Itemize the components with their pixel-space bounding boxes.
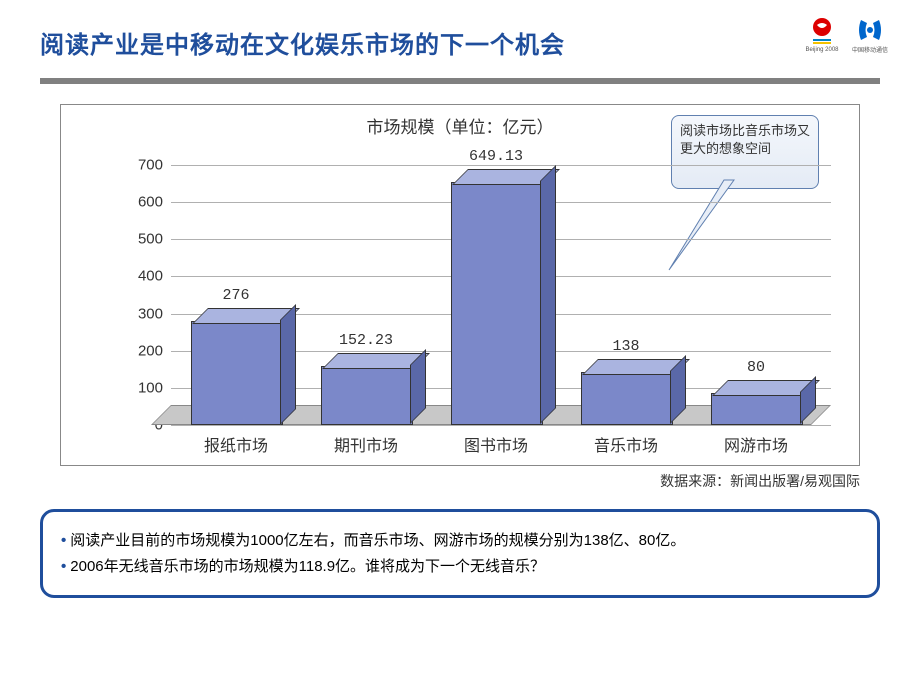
x-axis-labels: 报纸市场 期刊市场 图书市场 音乐市场 网游市场 (171, 432, 831, 457)
x-label: 音乐市场 (581, 432, 671, 456)
x-label: 报纸市场 (191, 432, 281, 456)
bar-side (540, 165, 556, 424)
bar: 649.13 (451, 184, 541, 425)
bar-front (191, 321, 283, 426)
bar: 138 (581, 374, 671, 425)
notes-box: 阅读产业目前的市场规模为1000亿左右，而音乐市场、网游市场的规模分别为138亿… (40, 509, 880, 598)
bar-value-label: 152.23 (321, 332, 411, 349)
slide-title: 阅读产业是中移动在文化娱乐市场的下一个机会 (40, 25, 880, 60)
y-tick: 600 (138, 194, 163, 211)
y-tick: 700 (138, 157, 163, 174)
logo-group: Beijing 2008 中国移动通信 (802, 12, 890, 57)
x-label: 图书市场 (451, 432, 541, 456)
y-tick: 500 (138, 231, 163, 248)
bars-group: 276 152.23 649.13 138 80 (171, 165, 831, 425)
data-source: 数据来源：新闻出版署/易观国际 (0, 471, 860, 491)
bar-front (451, 182, 543, 425)
bar-value-label: 138 (581, 338, 671, 355)
bar-side (410, 349, 426, 424)
bar-value-label: 80 (711, 359, 801, 376)
callout-text: 阅读市场比音乐市场又更大的想象空间 (680, 123, 810, 156)
bar-front (581, 372, 673, 425)
y-axis: 0100200300400500600700 (131, 165, 171, 425)
beijing-2008-logo: Beijing 2008 (802, 12, 842, 57)
bar-front (321, 366, 413, 425)
china-mobile-logo: 中国移动通信 (850, 12, 890, 57)
bar-front (711, 393, 803, 425)
bar-value-label: 649.13 (451, 148, 541, 165)
slide-header: 阅读产业是中移动在文化娱乐市场的下一个机会 Beijing 2008 中国移动通… (0, 0, 920, 70)
y-tick: 100 (138, 379, 163, 396)
note-line-1: 阅读产业目前的市场规模为1000亿左右，而音乐市场、网游市场的规模分别为138亿… (61, 528, 859, 554)
bar-side (280, 304, 296, 425)
bar: 152.23 (321, 368, 411, 425)
y-tick: 200 (138, 342, 163, 359)
bar-value-label: 276 (191, 287, 281, 304)
y-tick: 400 (138, 268, 163, 285)
y-tick: 300 (138, 305, 163, 322)
bar: 276 (191, 323, 281, 426)
plot-area: 0100200300400500600700 276152.23649.1313… (131, 165, 831, 425)
bar-chart: 市场规模（单位：亿元） 阅读市场比音乐市场又更大的想象空间 0100200300… (60, 104, 860, 466)
header-divider (40, 78, 880, 84)
x-label: 期刊市场 (321, 432, 411, 456)
bar: 80 (711, 395, 801, 425)
x-label: 网游市场 (711, 432, 801, 456)
grid-line (171, 425, 831, 426)
note-line-2: 2006年无线音乐市场的市场规模为118.9亿。谁将成为下一个无线音乐？ (61, 554, 859, 580)
